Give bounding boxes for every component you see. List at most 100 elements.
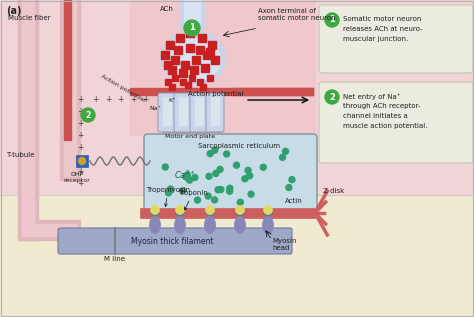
Text: through ACh receptor-: through ACh receptor- (343, 103, 420, 109)
Circle shape (183, 174, 189, 180)
Circle shape (168, 186, 173, 192)
Text: +: + (142, 95, 148, 105)
Text: 1: 1 (329, 16, 335, 24)
Bar (168, 66, 176, 74)
Bar (207, 75, 213, 81)
Text: +: + (77, 107, 83, 117)
Text: +: + (92, 95, 98, 105)
Text: DHP
receptor: DHP receptor (64, 172, 91, 183)
Text: Z disk: Z disk (323, 188, 344, 194)
Bar (184, 0, 200, 24)
Circle shape (227, 185, 233, 191)
Bar (140, 208, 315, 218)
Circle shape (224, 151, 230, 157)
Ellipse shape (149, 217, 161, 234)
FancyBboxPatch shape (174, 93, 192, 132)
Text: +: + (77, 95, 83, 105)
Bar (174, 46, 182, 54)
Bar (22, 0, 34, 236)
Text: Troponin: Troponin (178, 190, 208, 210)
Ellipse shape (151, 210, 159, 216)
FancyBboxPatch shape (144, 134, 317, 217)
Circle shape (213, 171, 219, 177)
Text: Myosin thick filament: Myosin thick filament (131, 236, 213, 245)
Bar (200, 84, 206, 90)
Text: ACh: ACh (160, 6, 174, 12)
Bar (192, 56, 200, 64)
Circle shape (236, 205, 245, 215)
Text: +: + (77, 132, 83, 140)
Ellipse shape (264, 210, 273, 216)
Circle shape (151, 205, 159, 215)
Circle shape (260, 164, 266, 170)
Bar (18, 220, 80, 240)
Bar (190, 66, 198, 74)
Bar (211, 97, 219, 125)
Circle shape (184, 20, 200, 36)
Bar (0, 0, 315, 195)
Text: Sarcoplasmic reticulum: Sarcoplasmic reticulum (198, 143, 280, 149)
Text: T-tubule: T-tubule (6, 152, 35, 158)
Circle shape (325, 13, 339, 27)
Bar (197, 79, 203, 85)
Text: +: + (117, 95, 123, 105)
Text: channel initiates a: channel initiates a (343, 113, 408, 119)
Bar (130, 88, 313, 95)
Bar (189, 75, 195, 81)
Text: Action potential: Action potential (100, 73, 146, 103)
Ellipse shape (206, 210, 215, 216)
FancyBboxPatch shape (206, 93, 224, 132)
Bar (196, 46, 204, 54)
Bar (179, 69, 187, 77)
FancyBboxPatch shape (190, 93, 208, 132)
Text: 2: 2 (329, 93, 335, 101)
Bar (171, 56, 179, 64)
Ellipse shape (174, 217, 185, 234)
Bar (185, 82, 191, 88)
Bar (203, 51, 211, 59)
FancyBboxPatch shape (319, 5, 473, 73)
Bar (186, 29, 194, 37)
Bar (161, 51, 169, 59)
Circle shape (79, 158, 85, 165)
Bar (164, 61, 172, 69)
Circle shape (325, 90, 339, 104)
Bar (165, 79, 171, 85)
Text: +: + (77, 120, 83, 128)
Bar (186, 44, 194, 52)
Text: Myosin
head: Myosin head (272, 238, 297, 251)
Text: M line: M line (104, 256, 126, 262)
Circle shape (248, 191, 254, 197)
Circle shape (264, 205, 273, 215)
Bar (176, 34, 184, 42)
Ellipse shape (165, 39, 220, 81)
Bar (315, 0, 474, 195)
Circle shape (280, 154, 285, 160)
Bar (179, 97, 187, 125)
Circle shape (289, 177, 295, 183)
Circle shape (192, 174, 198, 180)
Circle shape (245, 167, 251, 173)
Circle shape (162, 164, 168, 170)
Circle shape (227, 188, 233, 194)
Text: Na⁺: Na⁺ (149, 106, 161, 111)
Circle shape (206, 205, 215, 215)
Circle shape (215, 187, 221, 193)
Text: releases ACh at neuro-: releases ACh at neuro- (343, 26, 422, 32)
Circle shape (81, 108, 95, 122)
Circle shape (206, 173, 212, 179)
Text: Actin: Actin (285, 198, 303, 204)
Bar (211, 56, 219, 64)
Text: 2: 2 (85, 111, 91, 120)
Bar (18, 0, 38, 240)
Bar (180, 79, 186, 85)
Text: +: + (105, 95, 111, 105)
Text: Tropomyosin: Tropomyosin (146, 187, 190, 206)
Text: Net entry of Na⁺: Net entry of Na⁺ (343, 93, 401, 100)
Bar (0, 195, 474, 317)
Text: Somatic motor neuron: Somatic motor neuron (343, 16, 421, 22)
Bar (208, 41, 216, 49)
Ellipse shape (236, 210, 245, 216)
Text: +: + (77, 179, 83, 189)
Ellipse shape (175, 210, 184, 216)
